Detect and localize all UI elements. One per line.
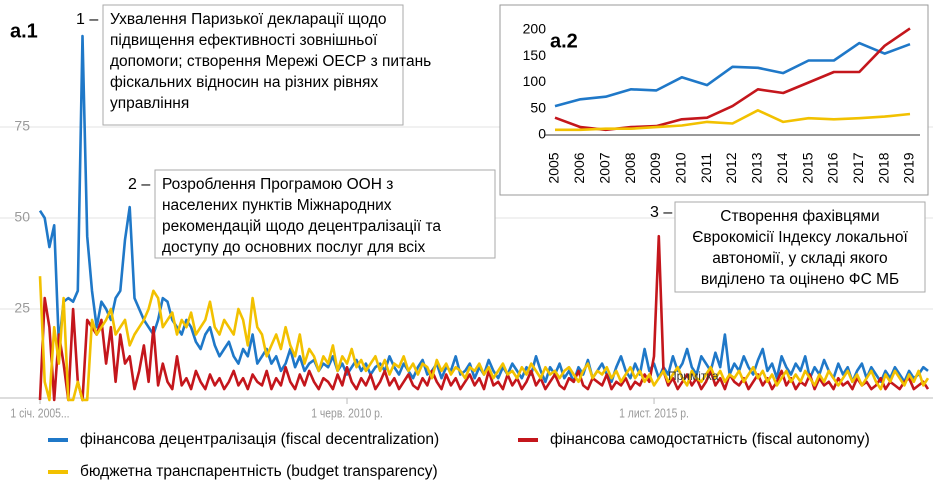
y-tick-label: 150 [523, 47, 547, 63]
legend-label: фінансова децентралізація (fiscal decent… [80, 431, 439, 448]
x-tick-label: 2015 [799, 152, 815, 183]
x-tick-label: 2013 [749, 152, 765, 183]
annotation-box [102, 4, 404, 126]
x-tick-label: 2019 [901, 152, 917, 183]
x-tick-label: 2014 [774, 152, 790, 183]
x-tick-label: 2008 [622, 152, 638, 183]
y-tick-label: 75 [14, 118, 30, 134]
x-tick-label: 1 лист. 2015 р. [619, 406, 689, 420]
x-tick-label: 2010 [672, 152, 688, 183]
series-line [38, 234, 930, 402]
legend-label: фінансова самодостатність (fiscal autono… [550, 431, 870, 448]
annotation-text: автономії, у складі якого [712, 250, 887, 267]
annotation-text: Створення фахівцями [720, 208, 879, 225]
x-tick-label: 2005 [546, 152, 562, 183]
y-tick-label: 100 [523, 73, 547, 89]
annotation-text: рекомендацій щодо децентралізації та [162, 218, 441, 235]
x-tick-label: 1 січ. 2005... [10, 406, 69, 420]
chart-label: а.2 [550, 30, 578, 52]
annotation-text: управління [110, 95, 189, 112]
series-line [38, 276, 930, 402]
inset-box [499, 4, 929, 196]
annotation-marker: 3 – [650, 204, 672, 221]
y-tick-label: 0 [538, 126, 546, 142]
y-tick-label: 25 [14, 300, 30, 316]
x-tick-label: 2012 [723, 152, 739, 183]
series-line [554, 41, 911, 108]
annotation-text: підвищення ефективності зовнішньої [110, 32, 378, 49]
annotation-text: Єврокомісії Індексу локальної [692, 229, 908, 246]
annotation-text: Розроблення Програмою ООН з [162, 176, 393, 193]
x-tick-label: 2007 [596, 152, 612, 183]
x-tick-label: 2018 [875, 152, 891, 183]
y-tick-label: 50 [530, 99, 546, 115]
annotation-text: виділено та оцінено ФС МБ [701, 271, 899, 288]
x-tick-label: 2009 [647, 152, 663, 183]
annotation-box [154, 169, 496, 259]
annotation-text: доступу до основних послуг для всіх [162, 239, 425, 256]
annotation-text: допомоги; створення Мережі ОЕСР з питань [110, 53, 431, 70]
annotation-marker: 1 – [76, 11, 98, 28]
x-tick-label: 2017 [850, 152, 866, 183]
note: Примітка [668, 369, 719, 383]
x-tick-label: 2016 [825, 152, 841, 183]
annotation-text: Ухвалення Паризької декларації щодо [110, 11, 386, 28]
annotation-box [674, 201, 926, 293]
x-tick-label: 2006 [571, 152, 587, 183]
x-tick-label: 2011 [698, 153, 714, 183]
annotation-text: фіскальних відносин на різних рівнях [110, 74, 378, 91]
y-tick-label: 50 [14, 209, 30, 225]
annotation-text: населених пунктів Міжнародних [162, 197, 392, 214]
annotation-marker: 2 – [128, 176, 150, 193]
legend-label: бюджетна транспарентність (budget transp… [80, 463, 438, 480]
x-tick-label: 1 черв. 2010 р. [311, 406, 383, 420]
chart-label: а.1 [10, 20, 38, 42]
series-line [555, 109, 911, 132]
y-tick-label: 200 [523, 21, 547, 37]
